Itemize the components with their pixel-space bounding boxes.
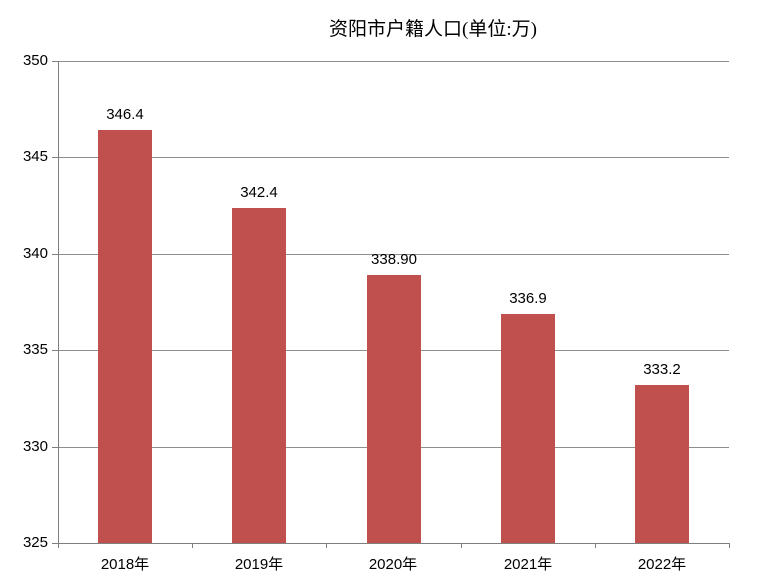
y-axis-tick (52, 350, 58, 351)
bar-value-label: 338.90 (371, 251, 417, 268)
bar (98, 130, 152, 543)
y-axis-tick-label: 325 (22, 534, 48, 551)
bar (501, 314, 555, 543)
x-axis-tick (595, 543, 596, 548)
x-axis-tick-label: 2020年 (368, 556, 418, 573)
x-axis-tick-label: 2018年 (100, 556, 150, 573)
y-axis-tick-label: 350 (22, 52, 48, 69)
x-axis-tick (729, 543, 730, 548)
gridline (58, 254, 729, 255)
x-axis-tick (192, 543, 193, 548)
x-axis-tick (461, 543, 462, 548)
x-axis-tick-label: 2021年 (503, 556, 553, 573)
bar-value-label: 346.4 (106, 106, 144, 123)
y-axis-tick (52, 254, 58, 255)
y-axis-tick (52, 447, 58, 448)
y-axis-tick-label: 345 (22, 148, 48, 165)
gridline (58, 61, 729, 62)
bar-value-label: 342.4 (240, 184, 278, 201)
bar-value-label: 333.2 (643, 361, 681, 378)
y-axis-line (58, 61, 59, 543)
chart-title: 资阳市户籍人口(单位:万) (329, 19, 537, 40)
gridline (58, 157, 729, 158)
y-axis-tick (52, 543, 58, 544)
x-axis-tick (58, 543, 59, 548)
y-axis-tick (52, 61, 58, 62)
y-axis-tick-label: 330 (22, 438, 48, 455)
y-axis-tick-label: 340 (22, 245, 48, 262)
x-axis-tick-label: 2022年 (637, 556, 687, 573)
y-axis-tick (52, 157, 58, 158)
plot-area: 346.4 342.4 338.90 336.9 333.2 (58, 61, 729, 543)
bar-value-label: 336.9 (509, 290, 547, 307)
y-axis-tick-label: 335 (22, 341, 48, 358)
bar (635, 385, 689, 543)
x-axis-tick (326, 543, 327, 548)
x-axis-line (58, 543, 730, 544)
bar (232, 208, 286, 543)
x-axis-tick-label: 2019年 (234, 556, 284, 573)
bar (367, 275, 421, 543)
